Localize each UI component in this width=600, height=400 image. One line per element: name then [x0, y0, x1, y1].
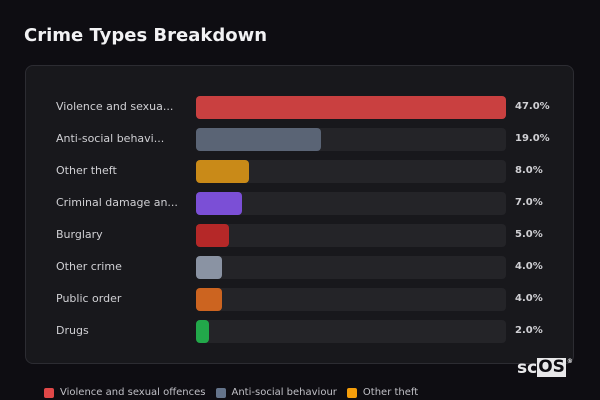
legend-item[interactable]: Other theft	[346, 387, 419, 398]
bar-track	[196, 320, 506, 343]
bar-track	[196, 96, 506, 119]
value-label: 19.0%	[515, 133, 550, 144]
bar-row: Violence and sexua... 47.0%	[26, 96, 573, 120]
bar	[196, 288, 223, 311]
bar-track	[196, 192, 506, 215]
value-label: 4.0%	[515, 261, 543, 272]
bar	[196, 96, 506, 119]
category-label: Anti-social behavi...	[56, 132, 165, 145]
category-label: Drugs	[56, 324, 89, 337]
bar-track	[196, 128, 506, 151]
registered-mark: ®	[566, 358, 573, 365]
bar	[196, 320, 210, 343]
value-label: 5.0%	[515, 229, 543, 240]
bar	[196, 160, 249, 183]
bar	[196, 128, 322, 151]
value-label: 8.0%	[515, 165, 543, 176]
bar-row: Drugs 2.0%	[26, 320, 573, 344]
category-label: Burglary	[56, 228, 103, 241]
bar-row: Other crime 4.0%	[26, 256, 573, 280]
legend-label: Anti-social behaviour	[231, 387, 337, 398]
bar-row: Other theft 8.0%	[26, 160, 573, 184]
legend: Violence and sexual offences Anti-social …	[44, 387, 418, 398]
value-label: 2.0%	[515, 325, 543, 336]
legend-swatch	[215, 387, 226, 398]
chart-card: Violence and sexua... 47.0% Anti-social be…	[25, 65, 574, 364]
legend-label: Violence and sexual offences	[60, 387, 206, 398]
legend-item[interactable]: Anti-social behaviour	[215, 387, 337, 398]
category-label: Public order	[56, 292, 122, 305]
chart-title: Crime Types Breakdown	[24, 25, 268, 46]
bar-row: Public order 4.0%	[26, 288, 573, 312]
bar-row: Burglary 5.0%	[26, 224, 573, 248]
legend-swatch	[346, 387, 357, 398]
bar-row: Criminal damage an... 7.0%	[26, 192, 573, 216]
category-label: Criminal damage an...	[56, 196, 178, 209]
legend-swatch	[44, 387, 54, 398]
bar-row: Anti-social behavi... 19.0%	[26, 128, 573, 152]
brand-prefix: sc	[517, 358, 538, 378]
value-label: 7.0%	[515, 197, 543, 208]
category-label: Other crime	[56, 260, 122, 273]
bar-track	[196, 160, 506, 183]
bar	[196, 224, 229, 247]
category-label: Violence and sexua...	[56, 100, 174, 113]
value-label: 4.0%	[515, 293, 543, 304]
bar-track	[196, 256, 506, 279]
bar-track	[196, 288, 506, 311]
value-label: 47.0%	[515, 101, 550, 112]
bar	[196, 256, 223, 279]
legend-item[interactable]: Violence and sexual offences	[44, 387, 206, 398]
bar	[196, 192, 243, 215]
legend-label: Other theft	[362, 387, 419, 398]
category-label: Other theft	[56, 164, 117, 177]
brand-logo: sc OS ®	[517, 357, 573, 379]
bar-track	[196, 224, 506, 247]
brand-boxed: OS	[537, 357, 566, 377]
